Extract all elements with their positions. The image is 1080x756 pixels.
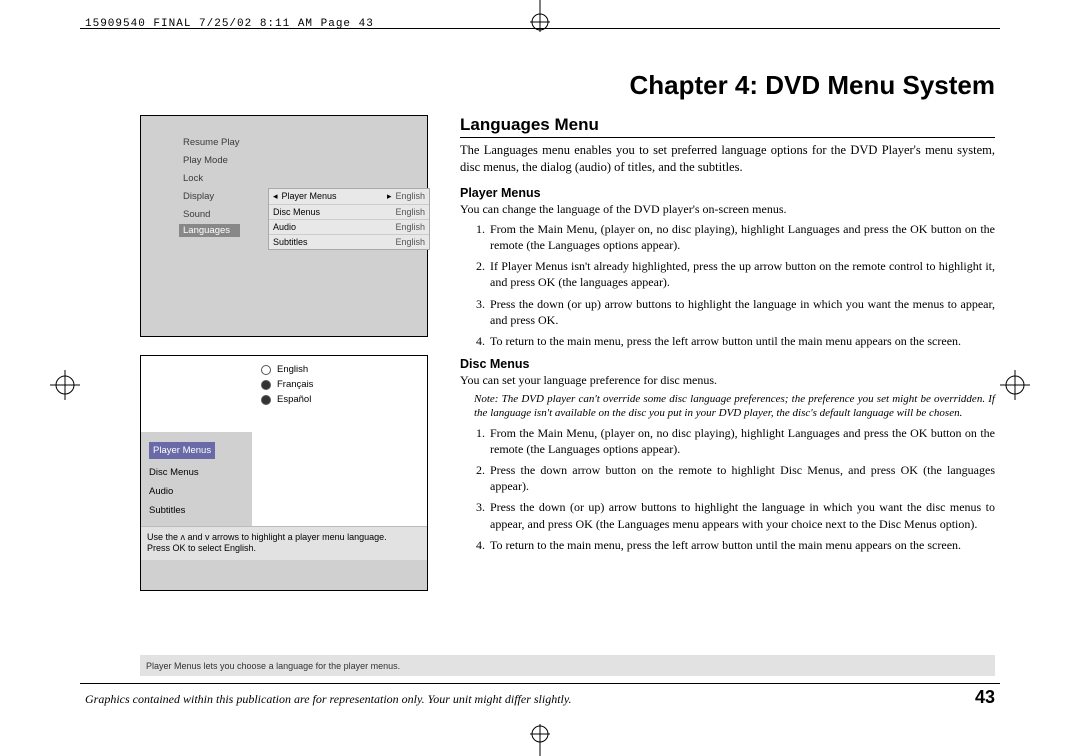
submenu-value: English — [395, 237, 425, 247]
screenshot-hint: Player Menus lets you choose a language … — [140, 655, 995, 676]
chapter-title: Chapter 4: DVD Menu System — [629, 70, 995, 101]
step-item: Press the down (or up) arrow buttons to … — [488, 296, 995, 328]
radio-icon — [261, 365, 271, 375]
step-item: If Player Menus isn't already highlighte… — [488, 258, 995, 290]
lead-paragraph: You can change the language of the DVD p… — [460, 202, 995, 217]
submenu-value: English — [395, 207, 425, 217]
menu-item: Play Mode — [153, 152, 415, 170]
content-area: Resume Play Play Mode Lock Display Sound… — [140, 115, 995, 676]
option-label: Español — [277, 394, 311, 405]
menu-item: Lock — [153, 170, 415, 188]
screenshot-hint: Use the ʌ and v arrows to highlight a pl… — [141, 526, 427, 560]
language-option: Español — [261, 392, 313, 407]
radio-icon — [261, 395, 271, 405]
step-item: To return to the main menu, press the le… — [488, 537, 995, 553]
submenu-item: Subtitles — [147, 501, 252, 520]
right-column: Languages Menu The Languages menu enable… — [460, 115, 995, 561]
submenu-row: AudioEnglish — [269, 220, 429, 235]
language-option: English — [261, 362, 313, 377]
language-option: Français — [261, 377, 313, 392]
submenu-label: Audio — [273, 222, 395, 232]
lead-paragraph: You can set your language preference for… — [460, 373, 995, 388]
submenu-value: English — [395, 191, 425, 202]
screenshot-languages-menu: Resume Play Play Mode Lock Display Sound… — [140, 115, 428, 337]
steps-list-player-menus: From the Main Menu, (player on, no disc … — [460, 221, 995, 349]
steps-list-disc-menus: From the Main Menu, (player on, no disc … — [460, 425, 995, 553]
note-paragraph: Note: The DVD player can't override some… — [474, 392, 995, 421]
hint-line: Use the ʌ and v arrows to highlight a pl… — [147, 532, 421, 543]
left-column: Resume Play Play Mode Lock Display Sound… — [140, 115, 430, 609]
radio-icon — [261, 380, 271, 390]
languages-submenu: ◂ Player Menus ▸ English Disc MenusEngli… — [268, 188, 430, 250]
submenu-row: SubtitlesEnglish — [269, 235, 429, 249]
submenu-item: Audio — [147, 482, 252, 501]
subsection-heading-disc-menus: Disc Menus — [460, 357, 995, 371]
submenu-label: Disc Menus — [273, 207, 395, 217]
footer-disclaimer: Graphics contained within this publicati… — [85, 692, 572, 707]
option-label: Français — [277, 379, 313, 390]
intro-paragraph: The Languages menu enables you to set pr… — [460, 142, 995, 176]
arrow-right-icon: ▸ — [387, 191, 392, 202]
bottom-rule — [80, 683, 1000, 684]
crop-mark-bottom-icon — [520, 722, 560, 756]
submenu-list: Player Menus Disc Menus Audio Subtitles — [141, 432, 252, 526]
screenshot-language-select: English Français Español Player Menus Di… — [140, 355, 428, 591]
option-label: English — [277, 364, 308, 375]
manual-page: 15909540 FINAL 7/25/02 8:11 AM Page 43 C… — [0, 0, 1080, 756]
submenu-item-selected: Player Menus — [147, 438, 252, 463]
submenu-item: Disc Menus — [147, 463, 252, 482]
submenu-label: Player Menus — [282, 191, 387, 202]
footer: Graphics contained within this publicati… — [85, 687, 995, 708]
step-item: From the Main Menu, (player on, no disc … — [488, 221, 995, 253]
submenu-label: Subtitles — [273, 237, 395, 247]
submenu-value: English — [395, 222, 425, 232]
arrow-left-icon: ◂ — [273, 191, 278, 202]
crop-mark-right-icon — [1000, 370, 1030, 400]
language-options: English Français Español — [261, 362, 313, 407]
page-number: 43 — [975, 687, 995, 708]
submenu-row: Disc MenusEnglish — [269, 205, 429, 220]
hint-line: Press OK to select English. — [147, 543, 421, 554]
step-item: Press the down arrow button on the remot… — [488, 462, 995, 494]
step-item: Press the down (or up) arrow buttons to … — [488, 499, 995, 531]
step-item: From the Main Menu, (player on, no disc … — [488, 425, 995, 457]
crop-mark-left-icon — [50, 370, 80, 400]
subsection-heading-player-menus: Player Menus — [460, 186, 995, 200]
step-item: To return to the main menu, press the le… — [488, 333, 995, 349]
submenu-row: ◂ Player Menus ▸ English — [269, 189, 429, 205]
menu-item: Resume Play — [153, 134, 415, 152]
crop-mark-top-icon — [520, 0, 560, 34]
section-heading: Languages Menu — [460, 115, 995, 138]
